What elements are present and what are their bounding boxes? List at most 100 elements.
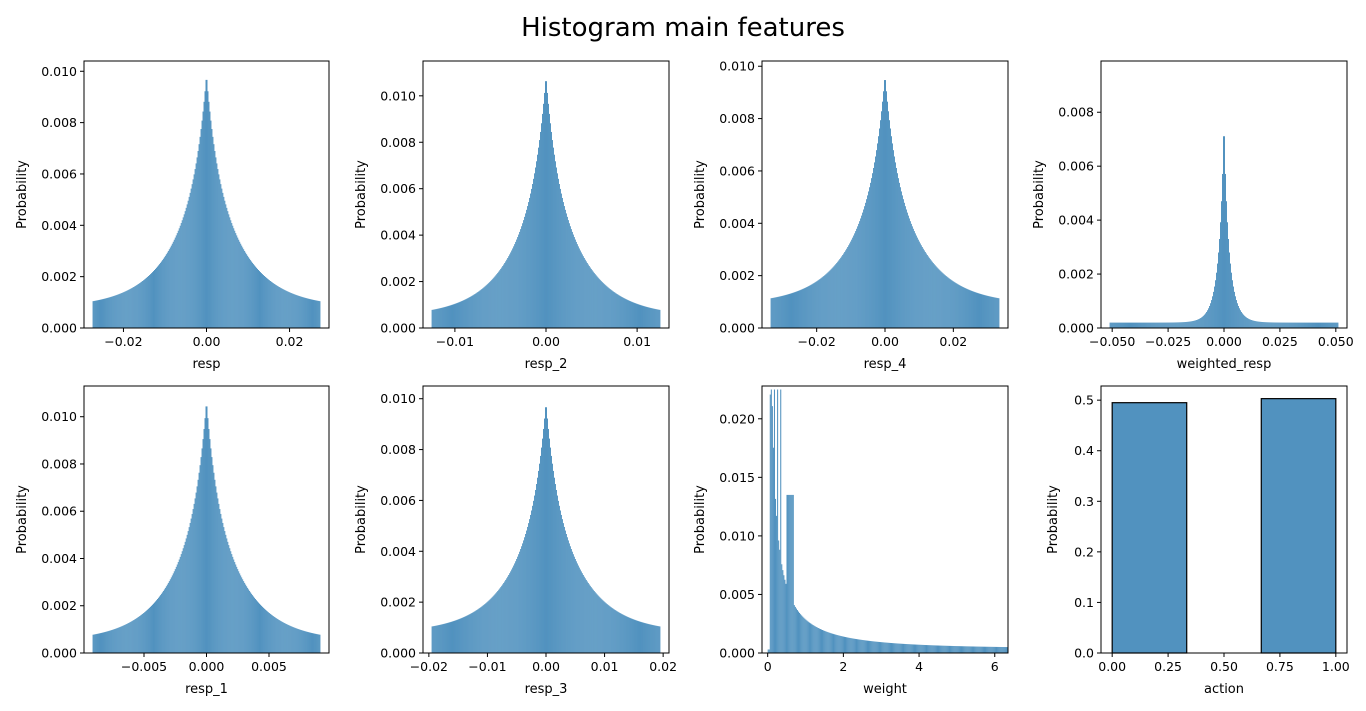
histogram-bar	[572, 234, 574, 328]
histogram-bar	[934, 265, 936, 328]
histogram-bar	[775, 297, 777, 328]
histogram-bar	[879, 642, 881, 653]
histogram-bar	[216, 492, 218, 653]
histogram-bar	[1318, 322, 1320, 328]
histogram-bar	[1270, 322, 1272, 328]
histogram-bar	[117, 294, 119, 328]
histogram-bar	[245, 584, 247, 653]
histogram-bar	[1220, 222, 1222, 328]
histogram-bar	[647, 307, 649, 328]
histogram-bar	[513, 565, 515, 653]
x-axis-label: resp_4	[864, 357, 907, 372]
histogram-bar	[975, 292, 977, 328]
histogram-bar	[964, 646, 966, 653]
histogram-bar	[956, 646, 958, 653]
histogram-bar	[971, 290, 973, 328]
histogram-bar	[460, 301, 462, 328]
histogram-bar	[284, 290, 286, 328]
histogram-bar	[431, 626, 433, 653]
histogram-bar	[933, 645, 935, 653]
histogram-bar	[900, 191, 902, 328]
histogram-bar	[820, 629, 823, 653]
histogram-bar	[852, 638, 854, 653]
histogram-bar	[1175, 322, 1177, 328]
histogram-bar	[178, 228, 180, 328]
histogram-bar	[795, 291, 797, 328]
histogram-bar	[313, 633, 315, 653]
histogram-bar	[313, 299, 315, 328]
histogram-bar	[436, 625, 438, 653]
histogram-bar	[242, 579, 244, 653]
histogram-bar	[1302, 322, 1304, 328]
histogram-bar	[855, 638, 857, 653]
histogram-bar	[601, 281, 603, 328]
histogram-bar	[1210, 303, 1212, 328]
histogram-bar	[223, 196, 225, 328]
histogram-bar	[107, 297, 109, 328]
histogram-bar	[159, 595, 161, 653]
histogram-bar	[490, 280, 492, 328]
histogram-bar	[265, 610, 267, 653]
histogram-bar	[171, 575, 173, 653]
histogram-bar	[1170, 322, 1172, 328]
histogram-bar	[1336, 322, 1338, 328]
histogram-bar	[637, 620, 639, 653]
histogram-bar	[119, 293, 121, 328]
histogram-bar	[460, 618, 462, 653]
histogram-bar	[101, 632, 103, 653]
histogram-bar	[994, 646, 996, 653]
y-tick-label: 0.010	[380, 88, 416, 103]
histogram-bar	[943, 274, 945, 328]
histogram-bar	[1290, 322, 1292, 328]
histogram-bar	[220, 513, 222, 653]
histogram-bar	[309, 299, 311, 328]
histogram-bar	[578, 248, 580, 328]
panel-weighted_resp: −0.050 −0.025 0.000 0.025 0.0500.0000.0020.0…	[1032, 60, 1354, 372]
histogram-bar	[301, 630, 303, 653]
histogram-bar	[1227, 238, 1229, 328]
histogram-bar	[614, 609, 616, 653]
histogram-bar	[946, 276, 948, 328]
histogram-bar	[1319, 322, 1321, 328]
histogram-bar	[993, 646, 995, 653]
x-tick-label: 0.050	[1318, 334, 1354, 349]
histogram-bar	[925, 645, 927, 653]
histogram-bar	[1125, 322, 1127, 328]
histogram-bar	[792, 494, 794, 653]
histogram-bar	[819, 629, 821, 653]
histogram-bar	[553, 477, 555, 653]
histogram-bar	[144, 279, 146, 328]
x-tick-label: 0.02	[939, 334, 967, 349]
histogram-bar	[116, 628, 118, 653]
histogram-bar	[457, 302, 459, 328]
histogram-bar	[470, 613, 472, 653]
histogram-bar	[1288, 322, 1290, 328]
histogram-bar	[125, 624, 127, 653]
histogram-bar	[501, 267, 503, 328]
histogram-bar	[847, 247, 849, 328]
histogram-bar	[174, 569, 176, 653]
histogram-bar	[547, 103, 549, 328]
histogram-bar	[1310, 322, 1312, 328]
histogram-bar	[255, 599, 257, 653]
histogram-bar	[899, 187, 901, 328]
histogram-bar	[590, 587, 592, 653]
histogram-bar	[214, 151, 216, 328]
histogram-bar	[131, 621, 133, 653]
histogram-bar	[302, 297, 304, 328]
histogram-bar	[826, 273, 828, 328]
histogram-bar	[224, 531, 226, 653]
histogram-bar	[908, 644, 910, 653]
histogram-bar	[512, 248, 514, 328]
histogram-bar	[874, 162, 876, 328]
histogram-bar	[172, 241, 174, 328]
histogram-bar	[1303, 322, 1305, 328]
histogram-bar	[955, 283, 957, 328]
histogram-bar	[847, 637, 849, 653]
histogram-bar	[928, 645, 930, 653]
histogram-bar	[491, 597, 493, 653]
histogram-bar	[642, 622, 644, 653]
histogram-bar	[564, 209, 566, 328]
histogram-bar	[210, 448, 212, 653]
histogram-bar	[560, 193, 562, 328]
